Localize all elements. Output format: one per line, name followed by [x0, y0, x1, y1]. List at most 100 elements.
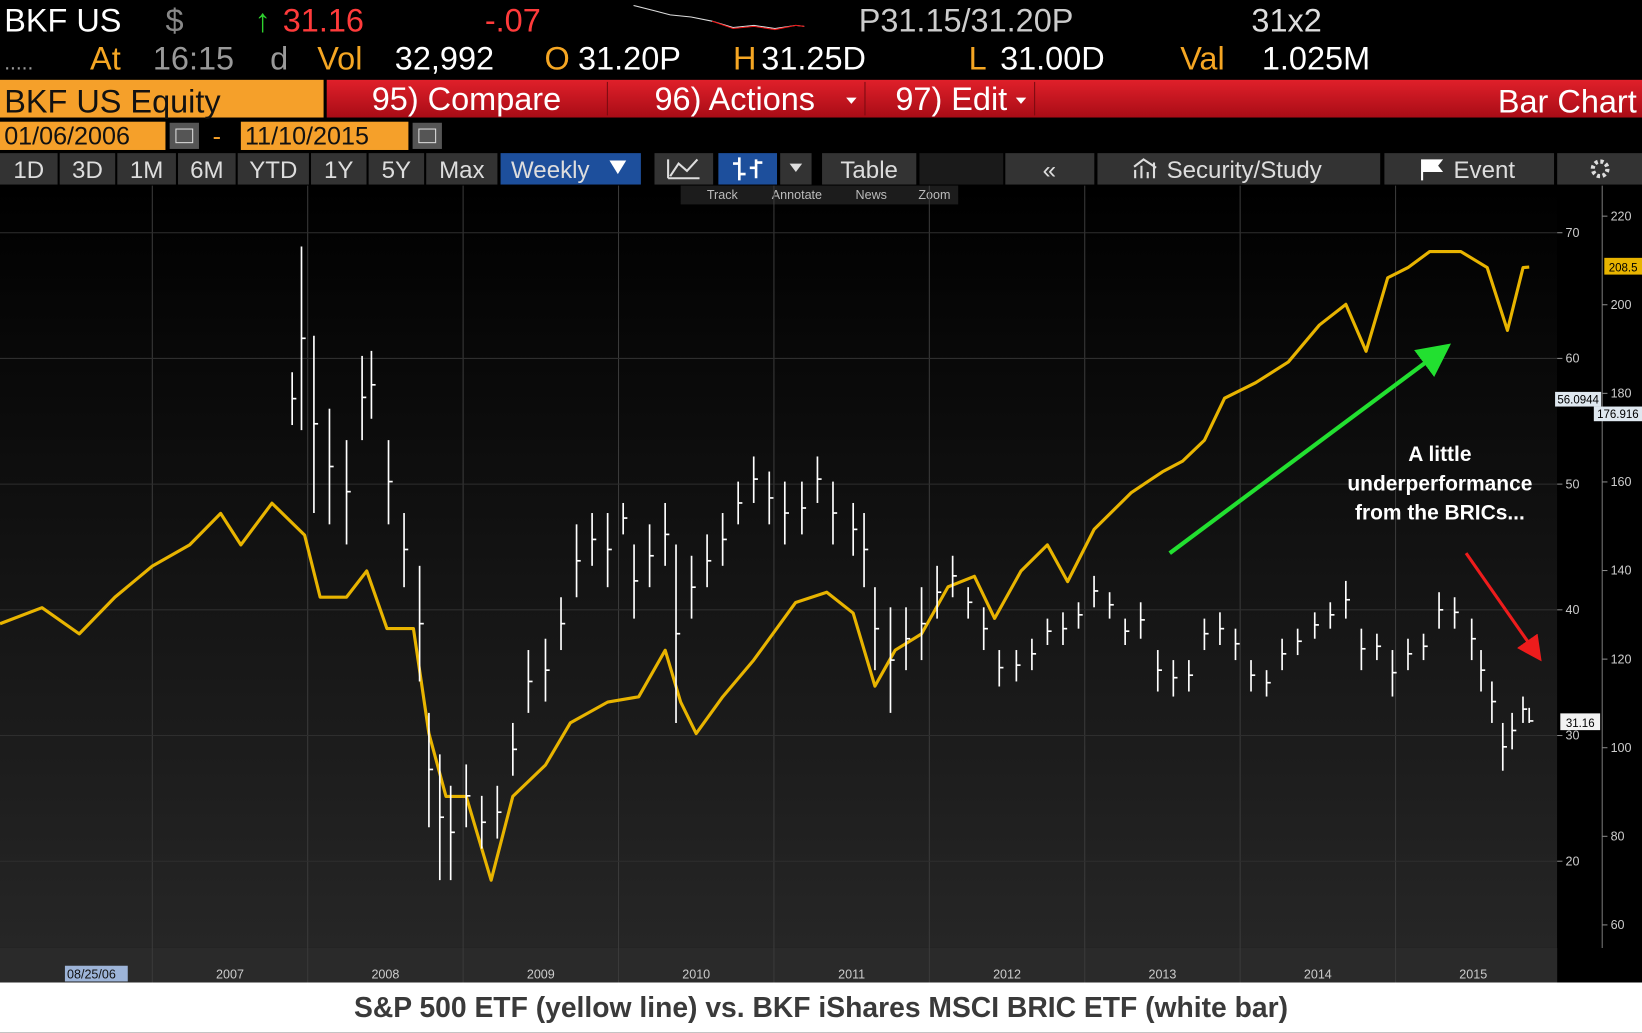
- settings-button[interactable]: [1557, 153, 1642, 185]
- dropdown-caret[interactable]: [789, 163, 803, 172]
- menu-bar: [326, 79, 1642, 118]
- sparkline: [633, 4, 805, 30]
- calendar-icon[interactable]: [412, 122, 442, 149]
- dropdown-caret[interactable]: [609, 160, 627, 175]
- calendar-glyph[interactable]: [418, 128, 437, 144]
- collapse-button[interactable]: [1005, 153, 1095, 185]
- price-line: [0, 249, 1530, 882]
- x-tick-label: 2008: [371, 967, 399, 981]
- end-date[interactable]: 11/10/2015: [245, 123, 369, 151]
- chart-tools-bar: [680, 185, 959, 205]
- y2-tick-label: 60: [1611, 918, 1625, 932]
- period-label[interactable]: 1Y: [324, 157, 353, 184]
- security-box[interactable]: [0, 79, 324, 118]
- period-buttons: 1D 3D 1M 6M YTD 1Y 5Y Max: [0, 153, 498, 185]
- toolbar-gap: [919, 153, 1004, 185]
- event[interactable]: Event: [1454, 157, 1516, 184]
- last-price: 31.16: [283, 3, 364, 39]
- bid-ask: P31.15/31.20P: [859, 3, 1074, 39]
- chart-tool[interactable]: Track: [707, 188, 739, 202]
- period-button[interactable]: [311, 153, 367, 185]
- period-button[interactable]: [426, 153, 498, 185]
- annotation: from the BRICs...: [1355, 502, 1525, 525]
- calendar-glyph[interactable]: [175, 128, 194, 144]
- start-date[interactable]: 01/06/2006: [4, 123, 130, 151]
- study[interactable]: Security/Study: [1167, 157, 1322, 184]
- period-label[interactable]: Max: [439, 157, 485, 184]
- vol-label: Vol: [317, 40, 362, 76]
- period-button[interactable]: [368, 153, 425, 185]
- chart-tools: Track Annotate News Zoom: [707, 188, 951, 202]
- chart-tool[interactable]: News: [856, 188, 887, 202]
- y2-tick-label: 140: [1611, 564, 1632, 578]
- period-button[interactable]: [0, 153, 58, 185]
- caption: S&P 500 ETF (yellow line) vs. BKF iShare…: [354, 991, 1288, 1023]
- gear-icon[interactable]: [1590, 159, 1610, 179]
- price-tag-box: [1555, 391, 1602, 407]
- security[interactable]: BKF US Equity: [4, 83, 221, 119]
- frequency[interactable]: Weekly: [511, 157, 590, 184]
- period-button[interactable]: [59, 153, 116, 185]
- x-tick-label: 2009: [527, 967, 555, 981]
- period-button[interactable]: [117, 153, 176, 185]
- y-tick-label: 20: [1566, 854, 1580, 868]
- y2-tick-label: 200: [1611, 298, 1632, 312]
- x-tick-label: 2012: [993, 967, 1021, 981]
- period-button[interactable]: [237, 153, 309, 185]
- period-label[interactable]: 6M: [190, 157, 223, 184]
- y-tick-label: 70: [1566, 226, 1580, 240]
- event-button[interactable]: [1384, 153, 1555, 185]
- x-tick-label: 2013: [1148, 967, 1176, 981]
- table-button[interactable]: [822, 153, 917, 185]
- period-label[interactable]: 5Y: [382, 157, 411, 184]
- annotation: A little: [1408, 443, 1471, 466]
- y2-tick-label: 180: [1611, 387, 1632, 401]
- table[interactable]: Table: [840, 157, 898, 184]
- study-icon[interactable]: [1133, 158, 1157, 179]
- event-flag[interactable]: [1421, 159, 1444, 181]
- study-button[interactable]: [1097, 153, 1381, 185]
- period-label[interactable]: 1M: [130, 157, 163, 184]
- red-arrow: [1464, 552, 1542, 662]
- y2-tick-label: 160: [1611, 475, 1632, 489]
- net-change: -.07: [485, 3, 541, 39]
- menu-compare[interactable]: 95) Compare: [372, 81, 561, 117]
- cursor-date: 08/25/06: [67, 967, 116, 981]
- time: 16:15: [153, 40, 234, 76]
- y-tick-label: 30: [1566, 729, 1580, 743]
- collapse[interactable]: «: [1043, 157, 1056, 184]
- line-chart-icon[interactable]: [667, 158, 700, 180]
- chart-tool[interactable]: Annotate: [772, 188, 822, 202]
- function-name: Bar Chart: [1498, 83, 1637, 119]
- y2-tick-label: 80: [1611, 830, 1625, 844]
- low: 31.00D: [1000, 40, 1105, 76]
- price-tag: 31.16: [1566, 718, 1595, 730]
- menu-actions[interactable]: 96) Actions: [654, 81, 815, 117]
- calendar-icon[interactable]: [169, 122, 199, 149]
- currency: $: [165, 3, 183, 39]
- at-label: At: [90, 40, 121, 76]
- dropdown-caret[interactable]: [846, 97, 857, 104]
- y2-tick-label: 220: [1611, 209, 1632, 223]
- end-date-box[interactable]: [240, 121, 409, 150]
- period-label[interactable]: 1D: [13, 157, 44, 184]
- price-tag-box: [1593, 406, 1642, 422]
- price-tag-box: [1560, 713, 1601, 731]
- period-button[interactable]: [178, 153, 236, 185]
- volume: 32,992: [395, 40, 494, 76]
- start-date-box[interactable]: [0, 121, 166, 150]
- y2-tick-label: 120: [1611, 652, 1632, 666]
- bar-chart-icon[interactable]: [733, 157, 763, 181]
- chart: 2007 2008 2009 2010 2011 2012 2013 2014 2015 08/2…: [0, 185, 1642, 983]
- annotation: underperformance: [1347, 472, 1532, 495]
- chart-tool[interactable]: Zoom: [918, 188, 950, 202]
- y-tick-label: 60: [1566, 352, 1580, 366]
- dropdown-caret[interactable]: [1015, 97, 1027, 104]
- bar-chart-button[interactable]: [718, 153, 778, 185]
- plot-area: [0, 185, 1558, 948]
- period-label[interactable]: YTD: [249, 157, 297, 184]
- period-label[interactable]: 3D: [72, 157, 103, 184]
- axis-area: [1557, 185, 1642, 983]
- menu-edit[interactable]: 97) Edit: [895, 81, 1007, 117]
